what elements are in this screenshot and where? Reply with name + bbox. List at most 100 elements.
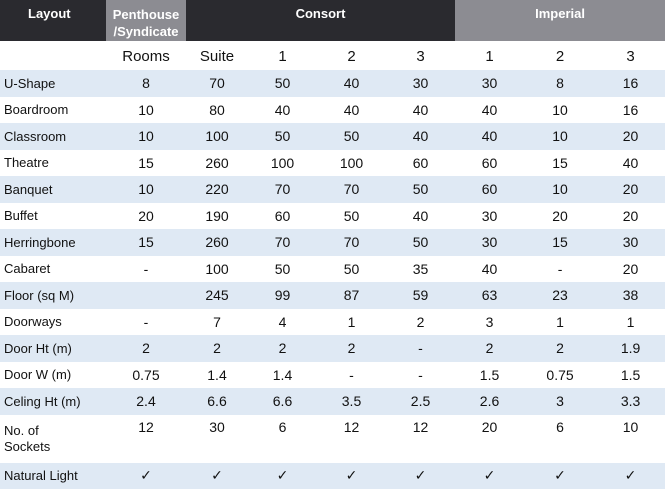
- table-cell: 20: [596, 203, 665, 230]
- table-cell: 100: [317, 150, 386, 177]
- table-cell: 100: [186, 256, 248, 283]
- table-cell: 2.6: [455, 388, 524, 415]
- subheader-cell: Rooms: [106, 41, 186, 70]
- table-cell: 50: [248, 123, 317, 150]
- row-label: Floor (sq M): [0, 282, 106, 309]
- table-cell: 20: [596, 176, 665, 203]
- table-cell: ✓: [386, 463, 455, 489]
- table-cell: 35: [386, 256, 455, 283]
- table-cell: 15: [106, 229, 186, 256]
- row-label: Boardroom: [0, 97, 106, 124]
- table-cell: 1.4: [186, 362, 248, 389]
- table-cell: 23: [524, 282, 596, 309]
- table-cell: 260: [186, 229, 248, 256]
- table-cell: 12: [317, 415, 386, 463]
- table-cell: 1: [317, 309, 386, 336]
- table-cell: 59: [386, 282, 455, 309]
- table-cell: 2.5: [386, 388, 455, 415]
- table-cell: 60: [386, 150, 455, 177]
- header-imperial: Imperial: [455, 0, 665, 41]
- table-cell: 4: [248, 309, 317, 336]
- table-cell: ✓: [455, 463, 524, 489]
- table-cell: 16: [596, 97, 665, 124]
- table-cell: 30: [455, 70, 524, 97]
- table-cell: 20: [524, 203, 596, 230]
- table-cell: 0.75: [524, 362, 596, 389]
- table-cell: 1: [524, 309, 596, 336]
- subheader-cell: 1: [248, 41, 317, 70]
- row-label: Celing Ht (m): [0, 388, 106, 415]
- table-cell: 63: [455, 282, 524, 309]
- table-cell: 30: [455, 203, 524, 230]
- table-cell: 20: [455, 415, 524, 463]
- table-cell: 60: [455, 150, 524, 177]
- table-cell: 60: [455, 176, 524, 203]
- table-cell: 70: [317, 229, 386, 256]
- table-cell: 38: [596, 282, 665, 309]
- row-label: Doorways: [0, 309, 106, 336]
- table-cell: 20: [106, 203, 186, 230]
- table-cell: 99: [248, 282, 317, 309]
- table-cell: 12: [386, 415, 455, 463]
- table-cell: 40: [248, 97, 317, 124]
- table-cell: 15: [524, 229, 596, 256]
- table-cell: 87: [317, 282, 386, 309]
- table-cell: 6: [248, 415, 317, 463]
- table-cell: 15: [106, 150, 186, 177]
- table-cell: 10: [524, 176, 596, 203]
- table-cell: 40: [386, 203, 455, 230]
- table-cell: 190: [186, 203, 248, 230]
- table-cell: ✓: [248, 463, 317, 489]
- header-penthouse-syndicate: Penthouse /Syndicate: [106, 0, 186, 41]
- table-cell: -: [317, 362, 386, 389]
- table-cell: ✓: [317, 463, 386, 489]
- table-cell: 6.6: [186, 388, 248, 415]
- table-cell: 7: [186, 309, 248, 336]
- table-cell: 40: [386, 97, 455, 124]
- table-cell: 6.6: [248, 388, 317, 415]
- header-penthouse-line2: /Syndicate: [113, 24, 178, 39]
- row-label-line1: No. of: [4, 423, 39, 438]
- table-cell: 80: [186, 97, 248, 124]
- row-label: Door W (m): [0, 362, 106, 389]
- table-cell: 10: [106, 176, 186, 203]
- table-cell: 50: [248, 70, 317, 97]
- table-cell: -: [386, 335, 455, 362]
- table-cell: 3: [455, 309, 524, 336]
- table-cell: 1: [596, 309, 665, 336]
- table-cell: 40: [455, 97, 524, 124]
- table-cell: 1.5: [455, 362, 524, 389]
- header-consort: Consort: [186, 0, 455, 41]
- table-cell: 30: [596, 229, 665, 256]
- subheader-cell: 2: [524, 41, 596, 70]
- row-label: Door Ht (m): [0, 335, 106, 362]
- table-cell: 50: [248, 256, 317, 283]
- table-cell: 260: [186, 150, 248, 177]
- table-cell: 10: [596, 415, 665, 463]
- subheader-cell: [0, 41, 106, 70]
- table-cell: 40: [455, 256, 524, 283]
- table-cell: 3.5: [317, 388, 386, 415]
- table-cell: ✓: [524, 463, 596, 489]
- row-label-line2: Sockets: [4, 439, 50, 454]
- table-cell: 10: [524, 123, 596, 150]
- table-cell: 50: [386, 176, 455, 203]
- table-cell: [106, 282, 186, 309]
- table-cell: 220: [186, 176, 248, 203]
- table-cell: 2: [455, 335, 524, 362]
- row-label: U-Shape: [0, 70, 106, 97]
- table-cell: -: [524, 256, 596, 283]
- subheader-row: Rooms Suite 1 2 3 1 2 3: [0, 41, 665, 70]
- table-cell: 2: [106, 335, 186, 362]
- table-cell: 30: [186, 415, 248, 463]
- table-cell: 30: [386, 70, 455, 97]
